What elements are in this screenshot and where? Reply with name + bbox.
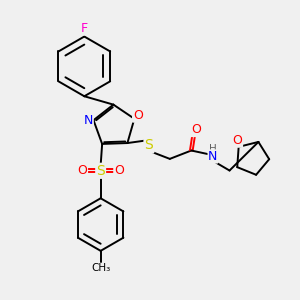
Text: O: O	[114, 164, 124, 177]
Text: O: O	[133, 109, 143, 122]
Text: CH₃: CH₃	[91, 263, 110, 273]
Text: O: O	[191, 123, 201, 136]
Text: S: S	[145, 138, 153, 152]
Text: N: N	[83, 114, 93, 127]
Text: O: O	[77, 164, 87, 177]
Text: O: O	[232, 134, 242, 147]
Text: F: F	[81, 22, 88, 35]
Text: S: S	[96, 164, 105, 178]
Text: H: H	[209, 144, 217, 154]
Text: N: N	[208, 150, 218, 163]
